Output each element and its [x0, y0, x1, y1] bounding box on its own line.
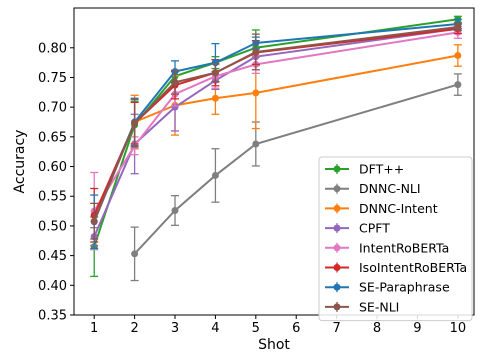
x-tick-label: 6 [292, 321, 300, 336]
data-point [171, 78, 179, 86]
legend-item: IsoIntentRoBERTa [325, 260, 467, 275]
x-tick-label: 9 [413, 321, 421, 336]
legend-marker [333, 283, 341, 291]
legend-label: SE-Paraphrase [359, 280, 450, 295]
legend-marker [333, 224, 341, 232]
series-line [93, 18, 458, 248]
x-tick-label: 7 [332, 321, 340, 336]
data-point [252, 48, 260, 56]
series-se-nli [90, 22, 462, 240]
x-tick-label: 2 [130, 321, 138, 336]
y-tick-label: 0.60 [38, 160, 67, 175]
x-tick-label: 4 [211, 321, 219, 336]
legend-item: SE-Paraphrase [325, 280, 450, 295]
legend-label: CPFT [359, 221, 390, 236]
x-axis-label: Shot [258, 337, 290, 353]
legend-label: IntentRoBERTa [359, 240, 449, 255]
x-tick-label: 8 [373, 321, 381, 336]
x-tick-label: 10 [450, 321, 467, 336]
data-point [171, 206, 179, 214]
x-tick-label: 1 [90, 321, 98, 336]
data-point [454, 52, 462, 60]
series-layer [90, 15, 462, 282]
data-point [454, 23, 462, 31]
series-line [93, 26, 458, 222]
data-point [90, 217, 98, 225]
data-point [252, 89, 260, 97]
legend-item: IntentRoBERTa [325, 240, 449, 255]
ticks-layer: 1 2 3 4 5 6 7 8 9 10 0.35 0.40 0.45 0.50 0.55 0.60 0.65 0… [38, 41, 466, 336]
y-tick-label: 0.45 [38, 249, 67, 264]
data-point [211, 69, 219, 77]
legend-box [318, 156, 473, 322]
y-axis-label: Accuracy [12, 130, 28, 194]
series-dnnc-nli [130, 73, 462, 282]
y-tick-label: 0.70 [38, 101, 67, 116]
plot-area-frame [73, 7, 475, 316]
x-tick-label: 5 [252, 321, 260, 336]
series-line [93, 27, 458, 238]
legend-item: CPFT [325, 221, 390, 236]
legend-label: DNNC-Intent [359, 201, 438, 216]
y-tick-label: 0.80 [38, 41, 67, 56]
legend-item: DNNC-Intent [325, 201, 438, 216]
legend-item: SE-NLI [325, 299, 399, 314]
y-tick-label: 0.65 [38, 130, 67, 145]
y-tick-label: 0.55 [38, 190, 67, 205]
legend-item: DFT++ [325, 162, 404, 177]
legend: DFT++ DNNC-NLI DNNC-Intent CPFT IntentRoBERT… [318, 156, 473, 322]
legend-marker [333, 244, 341, 252]
legend-marker [333, 185, 341, 193]
data-point [211, 94, 219, 102]
legend-label: SE-NLI [359, 299, 399, 314]
data-point [252, 140, 260, 148]
legend-label: IsoIntentRoBERTa [359, 260, 467, 275]
legend-marker [333, 204, 341, 212]
data-point [131, 119, 139, 127]
legend-marker [333, 165, 341, 173]
legend-marker [333, 264, 341, 271]
legend-label: DNNC-NLI [359, 181, 421, 196]
y-tick-label: 0.75 [38, 71, 67, 86]
data-point [131, 250, 139, 258]
y-tick-label: 0.50 [38, 219, 67, 234]
legend-label: DFT++ [359, 162, 404, 177]
series-line [93, 31, 458, 212]
legend-item: DNNC-NLI [325, 181, 421, 196]
y-tick-label: 0.35 [38, 309, 67, 324]
x-tick-label: 3 [171, 321, 179, 336]
y-tick-label: 0.40 [38, 279, 67, 294]
legend-marker [333, 303, 341, 311]
data-point [454, 81, 462, 89]
data-point [211, 171, 219, 179]
